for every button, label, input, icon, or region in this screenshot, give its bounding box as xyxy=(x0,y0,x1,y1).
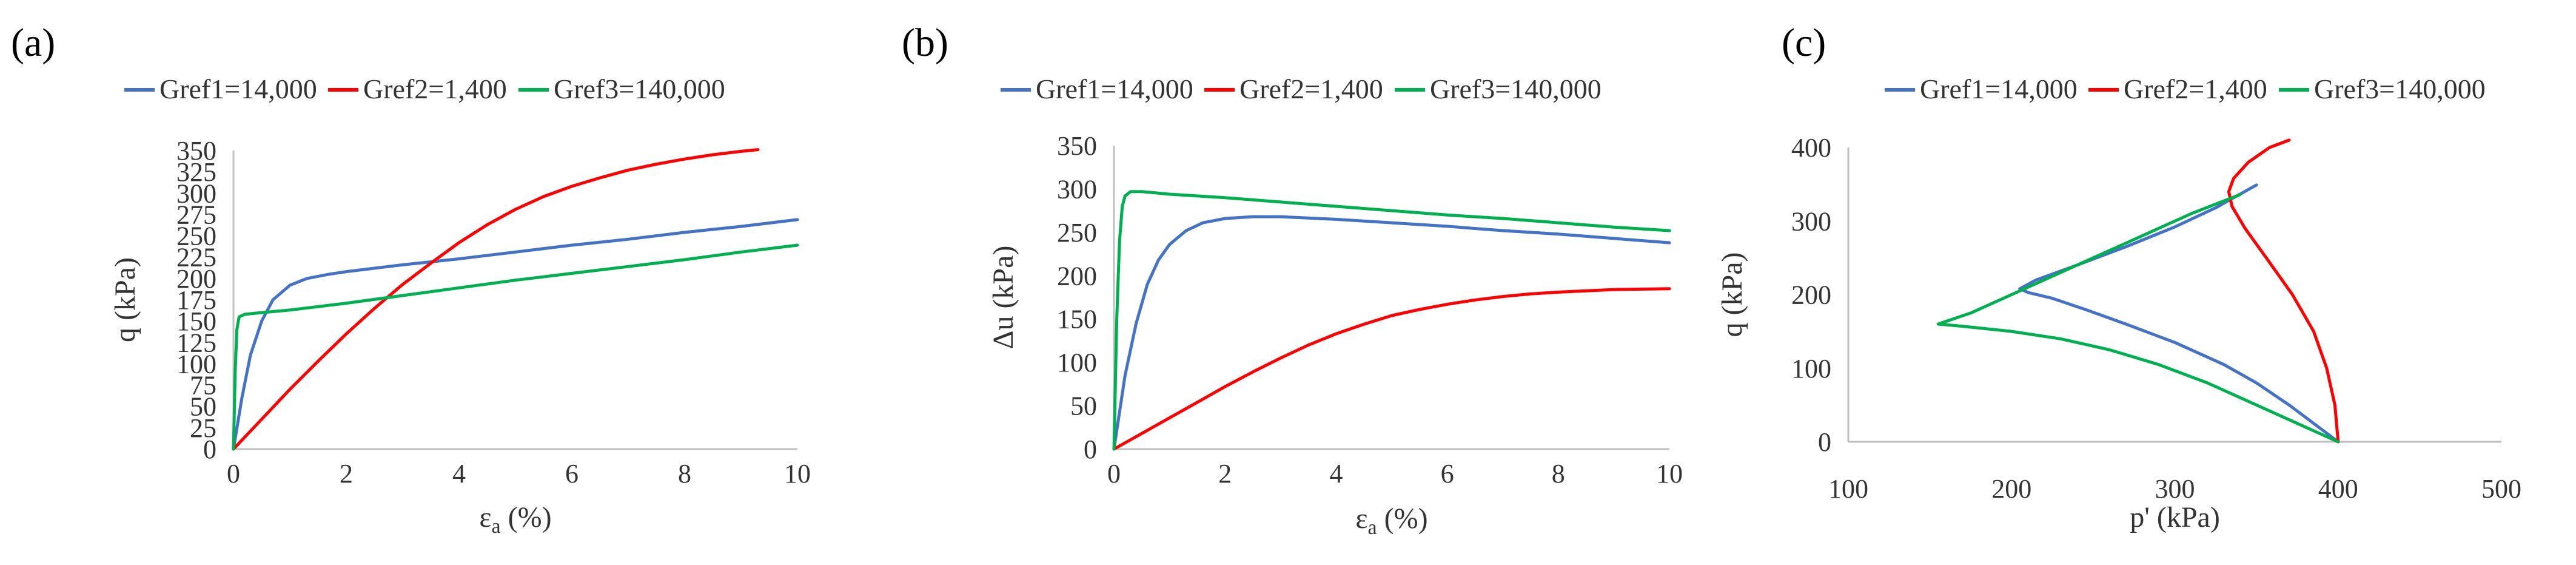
y-tick-label: 200 xyxy=(1057,261,1097,291)
legend-label: Gref2=1,400 xyxy=(1239,73,1383,104)
y-tick-label: 325 xyxy=(176,157,216,187)
y-tick-label: 275 xyxy=(176,200,216,229)
y-tick-label: 300 xyxy=(1057,174,1097,204)
x-tick-label: 10 xyxy=(784,459,811,489)
x-axis-title-unit: (%) xyxy=(1377,502,1428,535)
x-axis-title-unit: (%) xyxy=(501,501,552,533)
series-line xyxy=(232,148,760,451)
x-axis-title-symbol: ε xyxy=(1355,502,1367,535)
series-line xyxy=(1936,193,2340,444)
y-tick-label: 100 xyxy=(176,349,216,379)
chart-panel-c: (c) 0 100 200 300 400 100 200 300 400 500 p' (kPa) q… xyxy=(1716,21,2521,533)
y-tick-label: 250 xyxy=(176,222,216,251)
series-line xyxy=(1112,287,1671,451)
x-tick-label: 200 xyxy=(1991,474,2031,504)
y-tick-label: 50 xyxy=(1070,391,1097,421)
x-axis-title-subscript: a xyxy=(1368,516,1377,539)
legend-label: Gref1=14,000 xyxy=(1036,73,1193,104)
legend-label: Gref2=1,400 xyxy=(2124,73,2267,104)
y-tick-label: 350 xyxy=(1057,131,1097,161)
legend-label: Gref3=140,000 xyxy=(1430,73,1602,104)
x-axis-title-subscript: a xyxy=(492,515,501,538)
y-tick-label: 125 xyxy=(176,328,216,357)
series-line xyxy=(232,218,799,451)
x-tick-label: 8 xyxy=(1552,459,1565,489)
y-tick-label: 100 xyxy=(1057,348,1097,377)
series-line xyxy=(1112,190,1671,451)
panel-label: (c) xyxy=(1782,21,1826,65)
y-tick-label: 400 xyxy=(1791,133,1831,163)
x-tick-label: 4 xyxy=(1329,459,1343,489)
legend-label: Gref1=14,000 xyxy=(159,73,317,104)
series-line xyxy=(2018,183,2340,444)
y-tick-label: 150 xyxy=(176,306,216,336)
y-tick-label: 250 xyxy=(1057,218,1097,248)
x-axis-title: εa (%) xyxy=(479,501,551,538)
legend-label: Gref3=140,000 xyxy=(2314,73,2486,104)
x-tick-label: 300 xyxy=(2155,474,2195,504)
legend-label: Gref2=1,400 xyxy=(363,73,507,104)
chart-panel-a: (a)0255075100125150175200225250275300325… xyxy=(11,21,811,538)
x-tick-label: 10 xyxy=(1656,459,1683,489)
x-axis-title: p' (kPa) xyxy=(2130,501,2220,533)
y-tick-label: 0 xyxy=(1818,427,1831,457)
x-tick-label: 100 xyxy=(1828,474,1868,504)
y-tick-label: 0 xyxy=(1084,435,1097,464)
x-tick-label: 400 xyxy=(2318,474,2358,504)
x-tick-label: 6 xyxy=(565,459,579,489)
y-tick-label: 0 xyxy=(203,435,216,464)
x-tick-label: 8 xyxy=(678,459,691,489)
series-line xyxy=(1112,215,1671,451)
x-tick-label: 4 xyxy=(452,459,466,489)
y-tick-label: 225 xyxy=(176,243,216,272)
y-tick-label: 300 xyxy=(1791,206,1831,236)
chart-panel-b: (b) 0 50 100 150 200 250 300 350 0 2 4 6 8 10 εa (%) Δu … xyxy=(902,21,1683,539)
x-axis-title-symbol: ε xyxy=(479,501,491,533)
panel-label: (b) xyxy=(902,21,948,65)
x-tick-label: 2 xyxy=(340,459,353,489)
y-tick-label: 100 xyxy=(1791,354,1831,384)
series-line xyxy=(2227,138,2340,444)
y-tick-label: 200 xyxy=(176,264,216,294)
y-axis-title: q (kPa) xyxy=(109,257,141,342)
y-tick-label: 350 xyxy=(176,136,216,166)
y-tick-label: 25 xyxy=(190,413,216,443)
series-line xyxy=(232,243,799,451)
x-tick-label: 0 xyxy=(227,459,240,489)
panel-label: (a) xyxy=(11,21,55,65)
x-tick-label: 500 xyxy=(2481,474,2521,504)
y-tick-label: 200 xyxy=(1791,280,1831,310)
x-axis-title: εa (%) xyxy=(1355,502,1427,539)
x-tick-label: 2 xyxy=(1218,459,1232,489)
y-axis-title: q (kPa) xyxy=(1716,252,1748,337)
y-tick-label: 300 xyxy=(176,178,216,208)
y-tick-label: 75 xyxy=(190,371,216,401)
y-tick-label: 50 xyxy=(190,392,216,422)
y-axis-title: Δu (kPa) xyxy=(987,246,1019,350)
legend-label: Gref3=140,000 xyxy=(554,73,725,104)
legend-label: Gref1=14,000 xyxy=(1920,73,2078,104)
y-tick-label: 150 xyxy=(1057,305,1097,334)
y-tick-label: 175 xyxy=(176,285,216,315)
x-tick-label: 6 xyxy=(1441,459,1454,489)
x-tick-label: 0 xyxy=(1107,459,1121,489)
